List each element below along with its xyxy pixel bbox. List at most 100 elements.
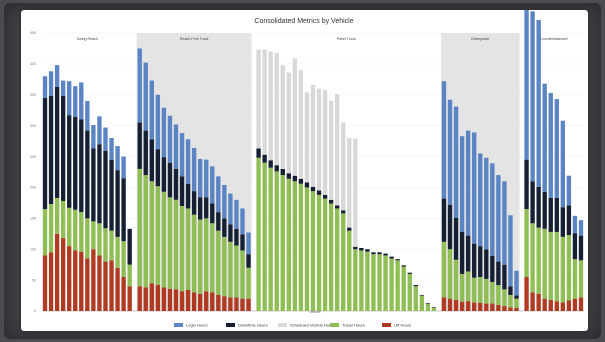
- bar-segment: [566, 175, 572, 206]
- bar-segment: [530, 223, 535, 293]
- bar-segment: [560, 302, 566, 311]
- bar-segment: [121, 156, 126, 179]
- legend-label: Login Hours: [186, 323, 208, 328]
- bar-segment: [383, 253, 388, 256]
- legend-swatch: [330, 323, 339, 327]
- bar-segment: [548, 231, 553, 300]
- bar-segment: [453, 299, 459, 311]
- bar-segment: [115, 236, 120, 268]
- bar-segment: [73, 209, 78, 251]
- bar-segment: [79, 82, 84, 120]
- bar-segment: [67, 81, 72, 116]
- bar-segment: [246, 298, 251, 311]
- bar-segment: [103, 228, 108, 262]
- bar-segment: [198, 159, 203, 198]
- bar-segment: [155, 186, 161, 286]
- bar-segment: [395, 260, 400, 311]
- bar-segment: [496, 304, 501, 311]
- bar-segment: [341, 210, 346, 214]
- bar-segment: [103, 261, 108, 311]
- bar-segment: [42, 209, 48, 256]
- bar-segment: [161, 287, 167, 311]
- bar-segment: [548, 299, 553, 311]
- bar-segment: [566, 300, 572, 311]
- bar-segment: [222, 218, 227, 237]
- bar-segment: [407, 273, 412, 311]
- bar-segment: [216, 294, 221, 311]
- bar-segment: [530, 292, 535, 311]
- bar-segment: [478, 302, 483, 311]
- bar-segment: [54, 65, 60, 87]
- bar-segment: [127, 228, 132, 265]
- bar-segment: [347, 227, 352, 231]
- bar-segment: [292, 58, 298, 176]
- bar-segment: [383, 255, 388, 311]
- bar-segment: [60, 80, 66, 97]
- bar-segment: [502, 181, 507, 265]
- bar-segment: [115, 267, 120, 311]
- bar-segment: [478, 246, 483, 278]
- bar-segment: [447, 99, 453, 205]
- y-tick-label: 100: [30, 247, 36, 251]
- bar-segment: [210, 223, 215, 293]
- bar-segment: [109, 260, 114, 311]
- bar-segment: [465, 301, 471, 311]
- bar-segment: [316, 88, 322, 191]
- bar-segment: [490, 256, 495, 282]
- y-tick-label: 200: [30, 186, 36, 190]
- bar-segment: [566, 205, 572, 236]
- bar-segment: [216, 230, 221, 295]
- bar-segment: [97, 255, 102, 311]
- bar-segment: [425, 302, 431, 304]
- bar-segment: [79, 119, 84, 213]
- bar-segment: [149, 80, 154, 140]
- bar-segment: [228, 193, 233, 225]
- bar-segment: [401, 266, 406, 311]
- bar-segment: [292, 175, 298, 182]
- bar-segment: [484, 303, 489, 311]
- bar-segment: [578, 220, 584, 236]
- bar-segment: [79, 251, 84, 311]
- bar-segment: [54, 86, 60, 198]
- bar-segment: [85, 258, 90, 311]
- bar-segment: [465, 271, 471, 302]
- bar-segment: [161, 157, 167, 192]
- bar-segment: [191, 292, 197, 311]
- bar-segment: [548, 92, 553, 198]
- bar-segment: [274, 165, 279, 172]
- bar-segment: [228, 241, 233, 298]
- bar-segment: [508, 307, 513, 311]
- bar-segment: [328, 203, 334, 311]
- bar-segment: [490, 163, 495, 257]
- bar-segment: [536, 293, 541, 311]
- bar-segment: [371, 252, 376, 255]
- bar-segment: [286, 72, 291, 174]
- bar-segment: [502, 264, 507, 290]
- bar-segment: [143, 130, 148, 176]
- bar-segment: [198, 197, 203, 220]
- bar-segment: [490, 303, 495, 311]
- bar-segment: [335, 94, 340, 206]
- bar-segment: [316, 190, 322, 195]
- bar-segment: [508, 294, 513, 308]
- bar-segment: [359, 247, 364, 251]
- bar-segment: [222, 184, 227, 219]
- bar-segment: [465, 235, 471, 272]
- bar-segment: [459, 301, 465, 311]
- bar-segment: [73, 250, 78, 311]
- y-tick-label: 0: [34, 309, 36, 313]
- bar-segment: [204, 218, 209, 292]
- bar-segment: [377, 252, 382, 255]
- bar-segment: [240, 234, 245, 251]
- bar-segment: [484, 157, 489, 250]
- bar-segment: [73, 86, 78, 118]
- legend-label: Travel Hours: [342, 323, 365, 328]
- bar-segment: [560, 236, 566, 303]
- bar-segment: [304, 187, 310, 311]
- bar-segment: [514, 295, 519, 299]
- bar-segment: [365, 251, 370, 311]
- legend-label: Downtime Hours: [238, 323, 268, 328]
- bar-segment: [286, 173, 291, 179]
- bar-segment: [167, 115, 173, 163]
- bar-segment: [137, 48, 142, 123]
